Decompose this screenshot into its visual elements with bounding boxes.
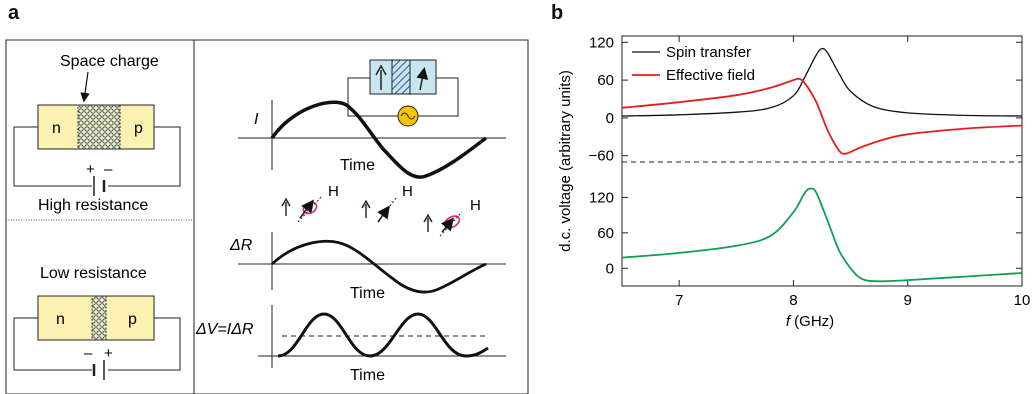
mtj-barrier (391, 59, 411, 95)
plus-high: + (86, 161, 95, 178)
precession-icon-1 (281, 195, 323, 223)
y-axis-label: d.c. voltage (arbitrary units) (557, 70, 574, 252)
x-axis-label: f (GHz) (786, 313, 834, 330)
y-tick-label: 0 (606, 110, 614, 127)
low-resistance-label: Low resistance (40, 265, 147, 282)
high-resistance-label: High resistance (38, 197, 148, 214)
p-label-low: p (128, 311, 137, 328)
n-label-high: n (52, 120, 61, 137)
legend-label-spin: Spin transfer (666, 44, 751, 61)
legend-label-field: Effective field (666, 67, 755, 84)
dv-label: ΔV=IΔR (195, 321, 254, 338)
x-tick-label: 7 (675, 292, 683, 309)
panel-b-chart: d.c. voltage (arbitrary units) f (GHz) S… (557, 34, 1031, 330)
wire-high (13, 126, 181, 187)
x-tick-label: 9 (904, 292, 912, 309)
h-label-2: H (402, 183, 413, 200)
dv-waveform (277, 312, 489, 358)
ac-wave-icon (400, 112, 416, 120)
series-line-effective-field (621, 77, 1023, 155)
x-tick-label: 8 (789, 292, 797, 309)
space-charge-arrow (80, 71, 90, 103)
p-label-high: p (134, 120, 143, 137)
right-box (193, 39, 529, 394)
panel-a-letter: a (8, 2, 20, 24)
n-label-low: n (56, 311, 65, 328)
y-tick-label: −60 (589, 148, 614, 165)
plot-frame (621, 35, 1023, 287)
plus-low: + (104, 345, 113, 362)
panel-b-letter: b (551, 2, 564, 24)
h-label-1: H (328, 183, 339, 200)
i-label: I (254, 111, 259, 128)
time-label-1: Time (340, 157, 375, 174)
h-label-3: H (470, 197, 481, 214)
time-label-2: Time (350, 285, 385, 302)
x-tick-label: 10 (1014, 292, 1031, 309)
dr-waveform (271, 239, 487, 294)
series-line-panel1-0 (621, 187, 1023, 283)
y-tick-label: 60 (597, 225, 614, 242)
wire-low (13, 317, 181, 371)
precession-icon-3 (423, 211, 463, 237)
i-waveform (270, 100, 488, 179)
y-tick-label: 0 (606, 260, 614, 277)
y-tick-label: 60 (597, 72, 614, 89)
depletion-region-high (77, 104, 121, 150)
time-label-3: Time (350, 367, 385, 384)
mtj-free-arrow (416, 67, 429, 91)
minus-low: – (84, 345, 93, 362)
y-tick-label: 120 (589, 34, 614, 51)
dr-label: ΔR (229, 237, 253, 254)
panel-a-figure: Space charge n p + – High resistance Low… (5, 39, 529, 394)
y-tick-label: 120 (589, 189, 614, 206)
space-charge-label: Space charge (60, 53, 159, 70)
precession-icon-2 (361, 197, 397, 223)
depletion-region-low (91, 295, 107, 341)
series-line-spin-transfer (621, 47, 1023, 117)
mtj-circuit-wire (347, 77, 459, 117)
mtj-fixed-arrow (375, 64, 387, 90)
left-box (5, 39, 195, 394)
minus-high: – (104, 161, 113, 178)
